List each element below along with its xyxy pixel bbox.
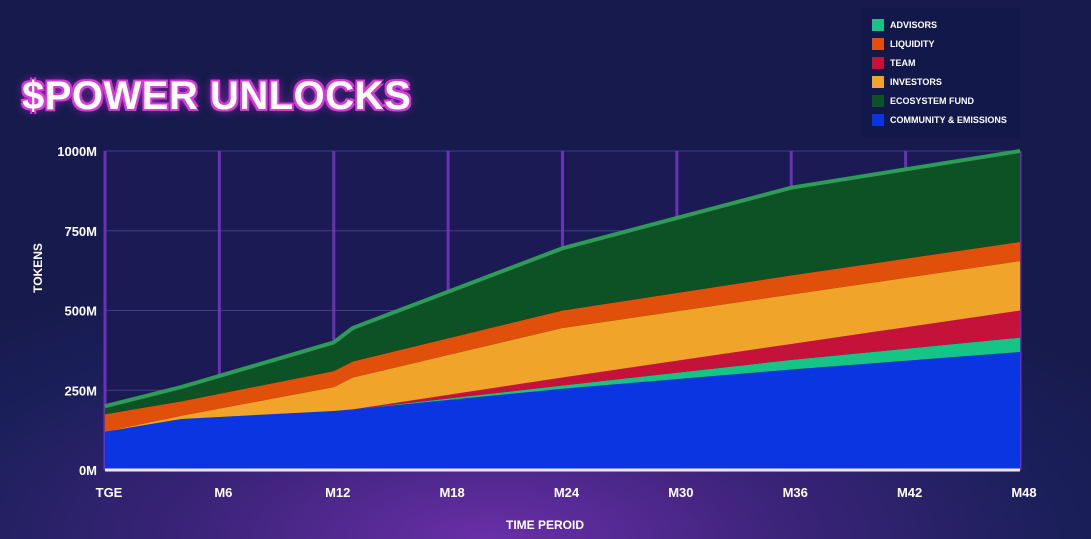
x-tick-label: M18 — [439, 485, 464, 500]
legend-label: ECOSYSTEM FUND — [890, 96, 975, 106]
x-tick-label: M6 — [214, 485, 232, 500]
x-tick-label: M42 — [897, 485, 922, 500]
area-ecosystem-fund — [105, 151, 1020, 415]
legend-swatch — [872, 76, 884, 88]
x-tick-label: TGE — [96, 485, 123, 500]
area-liquidity — [105, 241, 1020, 432]
legend-item: LIQUIDITY — [872, 38, 935, 50]
area-investors — [105, 261, 1020, 432]
x-tick-label: M36 — [783, 485, 808, 500]
total-line — [104, 149, 1021, 409]
area-community-emissions — [105, 352, 1020, 470]
x-tick-label: M12 — [325, 485, 350, 500]
chart-legend: ADVISORS LIQUIDITY TEAM INVESTORS ECOSYSTEM … — [862, 8, 1020, 138]
legend-swatch — [872, 95, 884, 107]
legend-label: TEAM — [890, 58, 916, 68]
legend-item: INVESTORS — [872, 76, 942, 88]
y-tick-label: 1000M — [57, 144, 97, 159]
y-tick-label: 0M — [79, 463, 97, 478]
legend-label: LIQUIDITY — [890, 39, 935, 49]
x-axis-title: TIME PEROID — [506, 518, 584, 532]
y-tick-label: 750M — [64, 224, 97, 239]
x-tick-label: M30 — [668, 485, 693, 500]
legend-swatch — [872, 38, 884, 50]
legend-label: INVESTORS — [890, 77, 942, 87]
legend-item: TEAM — [872, 57, 916, 69]
legend-item: ADVISORS — [872, 19, 937, 31]
legend-label: ADVISORS — [890, 20, 938, 30]
x-tick-label: M24 — [554, 485, 580, 500]
chart-title: $POWER UNLOCKS — [22, 74, 412, 118]
legend-swatch — [872, 57, 884, 69]
y-tick-label: 500M — [64, 304, 97, 319]
x-tick-label: M48 — [1011, 485, 1036, 500]
legend-item: ECOSYSTEM FUND — [872, 95, 974, 107]
y-tick-label: 250M — [64, 383, 97, 398]
y-axis-title: TOKENS — [31, 243, 45, 293]
legend-swatch — [872, 19, 884, 31]
legend-label: COMMUNITY & EMISSIONS — [890, 115, 1007, 125]
legend-item: COMMUNITY & EMISSIONS — [872, 114, 1007, 126]
legend-swatch — [872, 114, 884, 126]
area-advisors — [105, 337, 1020, 432]
